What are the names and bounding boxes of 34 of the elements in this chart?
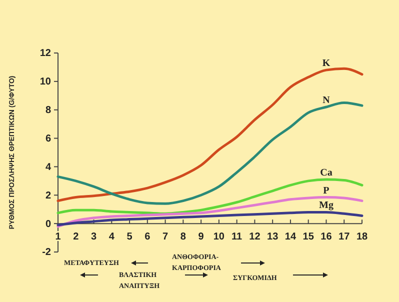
x-tick-label: 4 (108, 232, 115, 243)
x-tick-label: 12 (249, 232, 261, 243)
x-tick-label: 17 (338, 232, 350, 243)
x-tick-label: 15 (302, 232, 314, 243)
series-label: P (323, 185, 330, 196)
line-series (56, 178, 364, 215)
x-tick-label: 8 (180, 232, 186, 243)
y-tick-label: 10 (40, 76, 52, 88)
x-tick-label: 13 (267, 232, 279, 243)
x-tick-label: 10 (213, 232, 225, 243)
x-tick-label: 14 (284, 232, 296, 243)
x-tick-label: 3 (90, 232, 97, 243)
x-tick-label: 7 (162, 232, 169, 243)
x-tick-label: 18 (356, 232, 368, 243)
series-label: Mg (319, 200, 334, 212)
y-tick-label: 8 (45, 105, 52, 116)
series-label: N (322, 95, 331, 106)
y-tick-label: -2 (42, 247, 52, 258)
line-series (56, 210, 364, 226)
series-label: K (322, 58, 330, 70)
x-tick-label: 16 (320, 232, 332, 243)
line-series (56, 196, 364, 228)
y-tick-label: 6 (45, 133, 52, 144)
y-tick-label: 12 (40, 48, 52, 60)
series-label: Ca (320, 168, 332, 179)
line-series (56, 67, 364, 202)
x-tick-label: 5 (126, 232, 133, 243)
x-tick-label: 9 (198, 232, 204, 243)
x-tick-label: 11 (232, 232, 243, 243)
x-tick-label: 2 (73, 232, 80, 243)
x-tick-label: 6 (144, 232, 151, 243)
y-tick-label: 0 (45, 218, 52, 230)
y-tick-label: 2 (45, 190, 52, 202)
y-tick-label: 4 (45, 162, 52, 173)
